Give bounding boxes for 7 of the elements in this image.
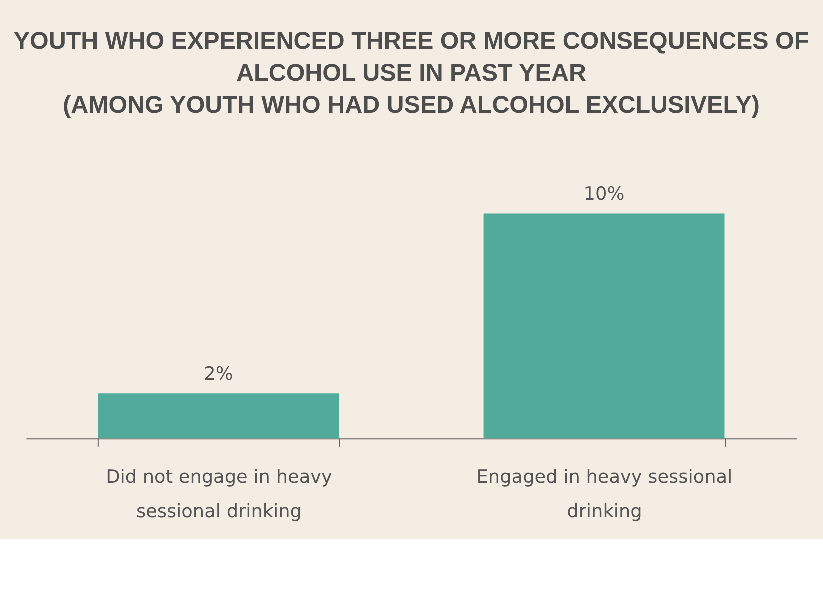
text: ALCOHOL USE IN PAST YEAR	[236, 60, 586, 87]
data-label: 10%	[584, 184, 625, 206]
x-tick-label: Engaged in heavy sessional drinking	[476, 466, 733, 523]
text: (AMONG YOUTH WHO HAD USED ALCOHOL EXCLUSIVELY)	[63, 92, 760, 119]
data-label: 2%	[204, 364, 234, 386]
x-tick-label: Did not engage in heavy sessional drinking	[106, 466, 332, 523]
text: YOUTH WHO EXPERIENCED THREE OR MORE CONSEQUENCES OF	[14, 28, 810, 55]
